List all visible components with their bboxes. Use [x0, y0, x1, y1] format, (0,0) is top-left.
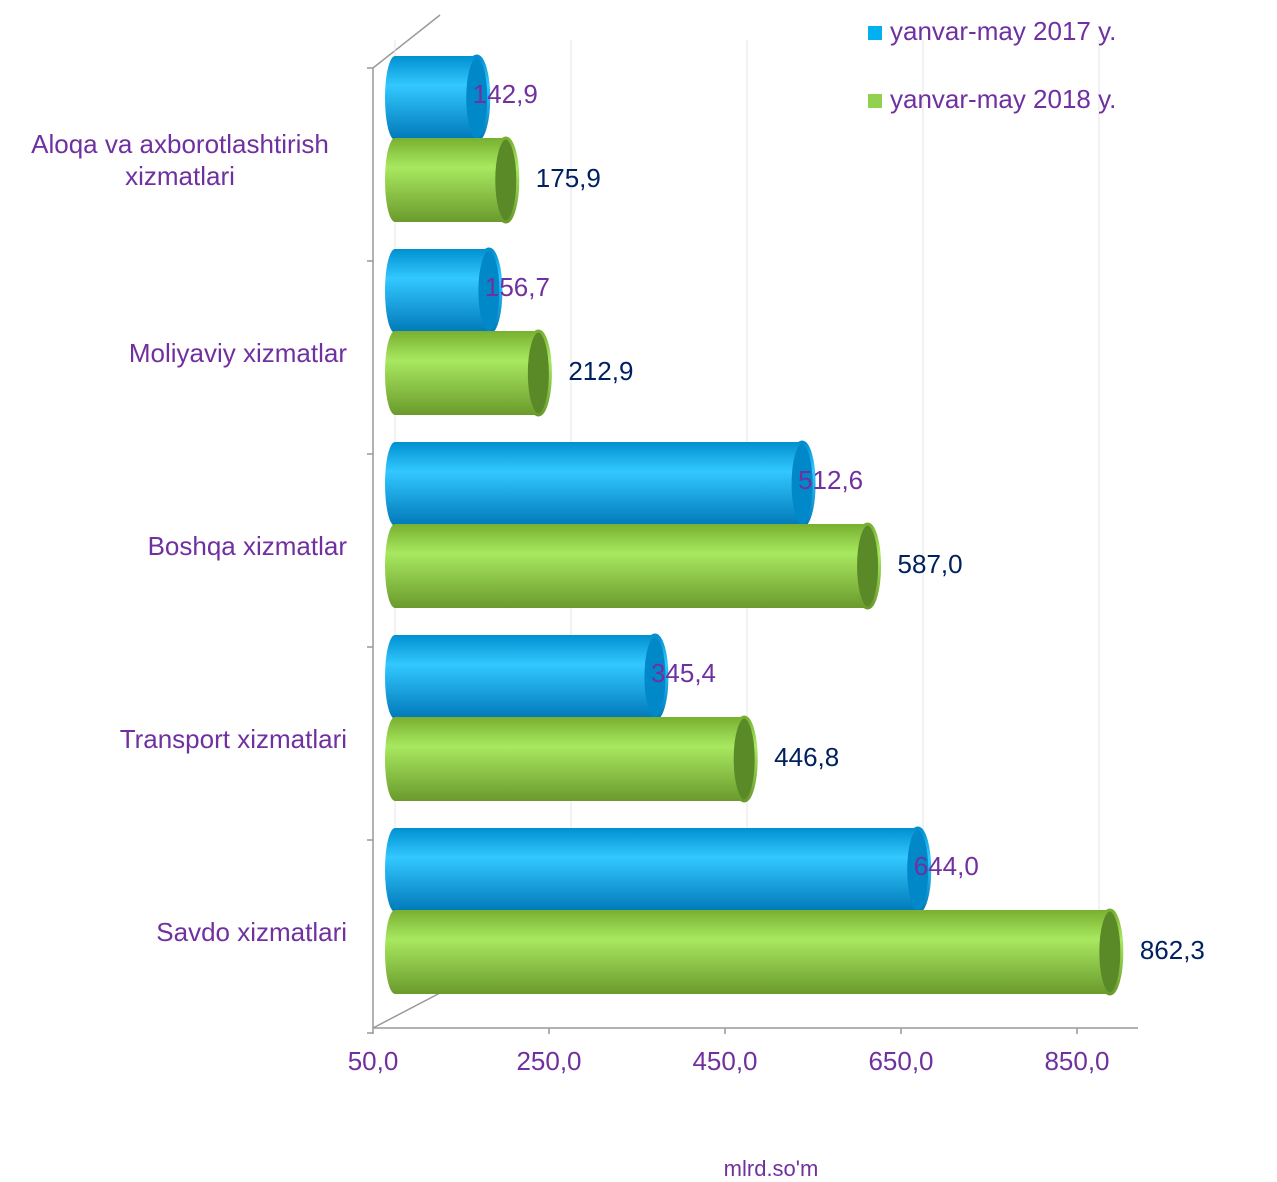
bar: [385, 717, 745, 801]
x-tick-label: 50,0: [348, 1046, 399, 1076]
x-tick-label: 650,0: [868, 1046, 933, 1076]
bar: [385, 635, 655, 719]
x-tick-label: 850,0: [1044, 1046, 1109, 1076]
bar: [385, 442, 803, 526]
bar: [385, 524, 868, 608]
axis-depth: [372, 14, 441, 69]
data-label: 446,8: [774, 742, 839, 772]
x-axis-label: mlrd.so'm: [724, 1156, 819, 1181]
bar-cap: [730, 715, 758, 803]
category-label: Boshqa xizmatlar: [148, 531, 348, 561]
legend-swatch: [868, 26, 882, 40]
bar-cap: [1096, 908, 1124, 996]
category-label: Aloqa va axborotlashtirish xizmatlari: [31, 129, 329, 191]
legend-swatch: [868, 94, 882, 108]
category-label: Transport xizmatlari: [120, 724, 347, 754]
data-label: 862,3: [1140, 935, 1205, 965]
data-label: 156,7: [485, 272, 550, 302]
data-label: 644,0: [914, 851, 979, 881]
bar-cap: [492, 136, 520, 224]
data-label: 345,4: [651, 658, 716, 688]
bar: [385, 828, 918, 912]
data-label: 587,0: [898, 549, 963, 579]
bar: [385, 249, 489, 333]
bar-cap: [524, 329, 552, 417]
bar: [385, 910, 1110, 994]
data-label: 512,6: [798, 465, 863, 495]
floor-depth: [372, 992, 441, 1029]
bar-cap: [854, 522, 882, 610]
data-label: 175,9: [536, 163, 601, 193]
legend-label: yanvar-may 2017 y.: [890, 16, 1116, 46]
bar: [385, 138, 506, 222]
category-label: Moliyaviy xizmatlar: [129, 338, 347, 368]
data-label: 212,9: [568, 356, 633, 386]
category-label: Savdo xizmatlari: [156, 917, 347, 947]
legend-label: yanvar-may 2018 y.: [890, 84, 1116, 114]
data-label: 142,9: [473, 79, 538, 109]
x-tick-label: 450,0: [692, 1046, 757, 1076]
bar: [385, 331, 539, 415]
x-tick-label: 250,0: [516, 1046, 581, 1076]
bar: [385, 56, 477, 140]
